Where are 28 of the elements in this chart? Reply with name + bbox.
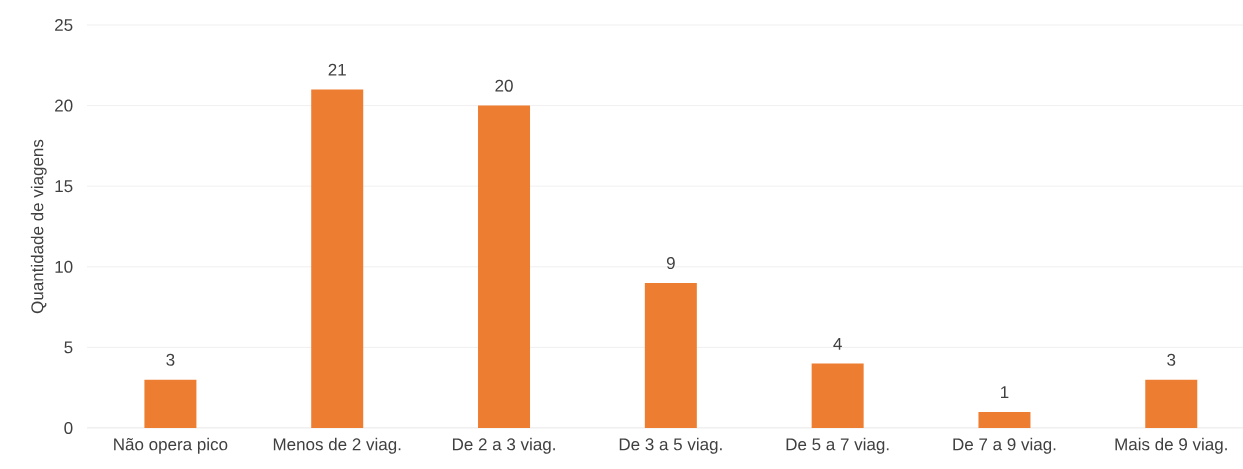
data-label: 21 xyxy=(328,63,346,76)
bar xyxy=(811,363,864,428)
bar xyxy=(644,282,697,428)
y-tick-label: 10 xyxy=(55,260,73,273)
y-tick-label: 25 xyxy=(55,18,73,32)
x-tick-label: De 3 a 5 viag. xyxy=(619,437,722,454)
bar xyxy=(311,89,364,428)
x-tick-label: Não opera pico xyxy=(114,437,228,454)
data-label: 20 xyxy=(495,79,513,92)
x-tick-label: De 5 a 7 viag. xyxy=(786,437,889,454)
y-tick-label: 5 xyxy=(64,341,73,354)
bar xyxy=(478,105,531,428)
bar xyxy=(978,411,1031,428)
y-axis-title: Quantidade de viagens xyxy=(30,139,47,314)
y-tick-label: 0 xyxy=(64,421,73,435)
y-tick-label: 20 xyxy=(55,99,73,112)
data-label: 3 xyxy=(166,353,175,366)
data-label: 1 xyxy=(1001,386,1009,399)
x-tick-label: Mais de 9 viag. xyxy=(1115,437,1227,454)
x-tick-label: Menos de 2 viag. xyxy=(273,437,401,454)
data-label: 4 xyxy=(833,337,842,350)
data-label: 3 xyxy=(1167,353,1176,366)
x-tick-label: De 7 a 9 viag. xyxy=(953,437,1056,454)
x-tick-label: De 2 a 3 viag. xyxy=(452,437,555,454)
bar xyxy=(1145,379,1198,428)
bar xyxy=(144,379,197,428)
y-tick-label: 15 xyxy=(55,180,73,193)
data-label: 9 xyxy=(666,257,675,270)
